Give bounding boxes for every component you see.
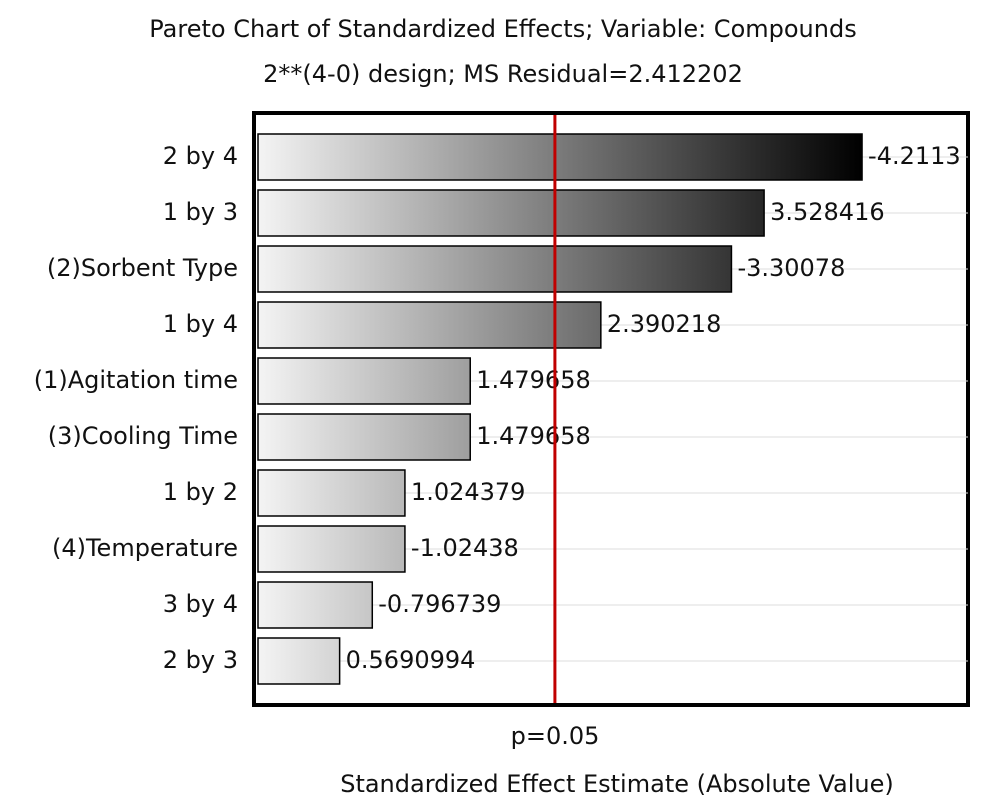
chart-title: Pareto Chart of Standardized Effects; Va…: [149, 15, 856, 43]
y-tick-label: (4)Temperature: [52, 534, 238, 562]
bar: [257, 525, 406, 573]
data-label: 3.528416: [770, 198, 885, 226]
data-label: 1.479658: [476, 366, 591, 394]
data-label: -0.796739: [378, 590, 501, 618]
bar: [257, 189, 765, 237]
bar: [257, 581, 374, 629]
y-tick-label: (2)Sorbent Type: [47, 254, 238, 282]
bar: [257, 301, 602, 349]
bar: [257, 469, 406, 517]
y-tick-label: 3 by 4: [163, 590, 238, 618]
data-label: -3.30078: [737, 254, 845, 282]
bar: [257, 133, 863, 181]
data-label: 1.479658: [476, 422, 591, 450]
bar: [257, 637, 341, 685]
data-label: 1.024379: [411, 478, 526, 506]
reference-label: p=0.05: [511, 722, 600, 750]
y-tick-label: 1 by 4: [163, 310, 238, 338]
bar: [257, 357, 471, 405]
chart-subtitle: 2**(4-0) design; MS Residual=2.412202: [263, 60, 743, 88]
data-label: -4.2113: [868, 142, 961, 170]
y-tick-label: 2 by 3: [163, 646, 238, 674]
data-label: 2.390218: [607, 310, 722, 338]
y-tick-label: (1)Agitation time: [34, 366, 238, 394]
bar: [257, 245, 733, 293]
y-tick-label: (3)Cooling Time: [48, 422, 238, 450]
data-label: -1.02438: [411, 534, 519, 562]
bar: [257, 413, 471, 461]
data-label: 0.5690994: [346, 646, 476, 674]
y-tick-label: 1 by 2: [163, 478, 238, 506]
x-axis-label: Standardized Effect Estimate (Absolute V…: [340, 770, 894, 798]
y-tick-label: 1 by 3: [163, 198, 238, 226]
plot-frame: [252, 111, 970, 707]
y-tick-label: 2 by 4: [163, 142, 238, 170]
